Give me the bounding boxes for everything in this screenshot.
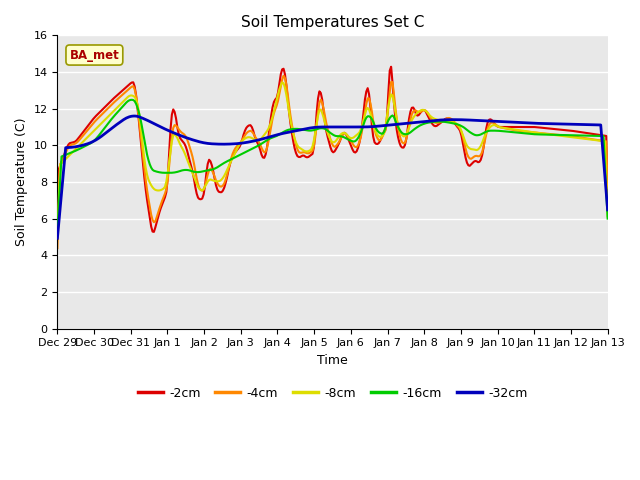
X-axis label: Time: Time <box>317 354 348 367</box>
-32cm <box>401 120 409 126</box>
-8cm <box>455 123 463 129</box>
-8cm <box>233 147 241 153</box>
-16cm <box>120 103 127 108</box>
-4cm <box>455 124 463 130</box>
-2cm <box>150 229 158 235</box>
-16cm <box>234 153 242 159</box>
-16cm <box>54 228 61 234</box>
Line: -16cm: -16cm <box>58 100 607 231</box>
Legend: -2cm, -4cm, -8cm, -16cm, -32cm: -2cm, -4cm, -8cm, -16cm, -32cm <box>132 382 532 405</box>
Line: -8cm: -8cm <box>58 83 607 231</box>
-16cm <box>128 97 136 103</box>
Line: -4cm: -4cm <box>58 76 607 248</box>
-2cm <box>273 95 280 101</box>
Line: -32cm: -32cm <box>58 116 607 238</box>
-32cm <box>120 117 127 122</box>
-32cm <box>452 117 460 122</box>
-2cm <box>454 124 461 130</box>
Line: -2cm: -2cm <box>58 67 607 232</box>
-4cm <box>452 121 460 127</box>
-16cm <box>604 216 611 221</box>
-2cm <box>234 146 242 152</box>
-32cm <box>234 141 242 146</box>
-8cm <box>271 103 279 108</box>
-2cm <box>120 86 127 92</box>
-16cm <box>455 122 463 128</box>
-32cm <box>604 207 611 213</box>
-16cm <box>273 133 280 139</box>
-32cm <box>455 117 463 122</box>
-4cm <box>271 106 279 112</box>
-4cm <box>604 185 611 191</box>
-32cm <box>54 235 61 241</box>
-8cm <box>278 80 286 85</box>
-16cm <box>452 121 460 127</box>
-2cm <box>387 64 395 70</box>
-2cm <box>604 197 611 203</box>
-2cm <box>54 221 61 227</box>
-8cm <box>54 228 61 234</box>
-32cm <box>131 113 138 119</box>
-2cm <box>456 128 464 134</box>
-4cm <box>54 245 61 251</box>
Title: Soil Temperatures Set C: Soil Temperatures Set C <box>241 15 424 30</box>
-8cm <box>604 214 611 219</box>
-8cm <box>452 120 460 126</box>
-4cm <box>401 140 409 145</box>
-16cm <box>401 132 409 137</box>
-4cm <box>280 73 287 79</box>
-32cm <box>273 132 280 138</box>
-4cm <box>120 91 127 96</box>
-8cm <box>401 133 409 139</box>
-8cm <box>120 98 127 104</box>
Y-axis label: Soil Temperature (C): Soil Temperature (C) <box>15 118 28 246</box>
-4cm <box>233 144 241 149</box>
-2cm <box>403 136 410 142</box>
Text: BA_met: BA_met <box>70 48 119 61</box>
